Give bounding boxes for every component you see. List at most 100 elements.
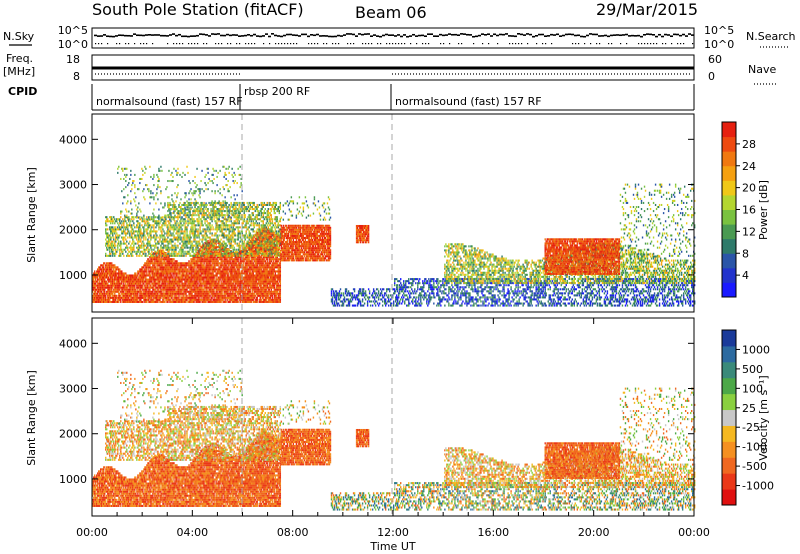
power-cell bbox=[170, 260, 172, 263]
power-cell bbox=[178, 278, 180, 281]
power-cell bbox=[215, 292, 217, 295]
power-cell bbox=[219, 288, 221, 291]
nsky-sample bbox=[682, 33, 685, 36]
power-cell bbox=[224, 292, 226, 295]
power-cell bbox=[128, 230, 130, 233]
power-cell bbox=[212, 262, 214, 265]
power-cell bbox=[154, 290, 156, 293]
power-cell bbox=[201, 250, 203, 253]
power-cell bbox=[215, 272, 217, 275]
power-cell bbox=[123, 292, 125, 295]
nsearch-sample bbox=[410, 43, 412, 45]
power-cell bbox=[209, 258, 211, 261]
power-cell bbox=[168, 242, 170, 245]
power-cell bbox=[122, 292, 124, 295]
power-cell bbox=[171, 282, 173, 285]
power-cell bbox=[198, 250, 200, 253]
power-cell bbox=[140, 296, 142, 299]
power-cell bbox=[165, 282, 167, 285]
power-cell bbox=[203, 278, 205, 281]
power-cell bbox=[166, 230, 168, 233]
power-cell bbox=[93, 298, 95, 301]
power-cell bbox=[154, 260, 156, 263]
power-cell bbox=[213, 294, 215, 297]
power-cell bbox=[217, 226, 219, 229]
power-cell bbox=[149, 218, 151, 221]
power-cell bbox=[182, 254, 184, 257]
power-cell bbox=[171, 226, 173, 229]
power-cell bbox=[139, 254, 141, 257]
power-cell bbox=[159, 300, 161, 303]
power-cell bbox=[157, 280, 159, 283]
power-cell bbox=[194, 292, 196, 295]
power-cell bbox=[177, 218, 179, 221]
power-cell bbox=[135, 242, 137, 245]
power-cell bbox=[179, 276, 181, 279]
power-cell bbox=[203, 266, 205, 269]
power-cell bbox=[153, 173, 155, 176]
power-cell bbox=[125, 216, 127, 219]
nsky-sample bbox=[637, 34, 640, 37]
power-cell bbox=[177, 228, 179, 231]
power-cell bbox=[178, 288, 180, 291]
power-cell bbox=[227, 240, 229, 243]
power-cell bbox=[178, 205, 180, 209]
power-cell bbox=[187, 234, 189, 237]
power-cell bbox=[110, 220, 112, 223]
power-cell bbox=[162, 250, 164, 253]
power-cell bbox=[138, 226, 140, 229]
power-cell bbox=[107, 278, 109, 281]
power-cell bbox=[134, 200, 136, 203]
power-cell bbox=[157, 268, 159, 271]
power-cell bbox=[202, 292, 204, 295]
power-cell bbox=[213, 208, 215, 211]
power-cell bbox=[148, 282, 150, 285]
nsky-sample bbox=[115, 35, 118, 37]
power-cell bbox=[222, 248, 224, 251]
power-cell bbox=[100, 288, 102, 291]
power-cell bbox=[191, 258, 193, 261]
power-cell bbox=[188, 250, 190, 253]
power-cell bbox=[201, 244, 203, 247]
power-cell bbox=[190, 264, 192, 267]
power-cell bbox=[100, 286, 102, 289]
power-cell bbox=[172, 260, 174, 263]
power-cell bbox=[95, 288, 97, 291]
power-cell bbox=[124, 236, 126, 239]
power-cell bbox=[213, 240, 215, 243]
power-cell bbox=[103, 266, 105, 269]
power-cell bbox=[112, 270, 114, 273]
power-cell bbox=[205, 238, 207, 241]
power-cell bbox=[202, 296, 204, 299]
power-cell bbox=[223, 282, 225, 285]
nsky-sample bbox=[574, 34, 577, 37]
nsky-sample bbox=[241, 35, 244, 37]
power-cell bbox=[195, 292, 197, 295]
power-cell bbox=[186, 230, 188, 233]
power-cell bbox=[203, 190, 205, 193]
power-cell bbox=[187, 212, 189, 215]
nsky-sample bbox=[211, 33, 214, 35]
freq-tick-top: 18 bbox=[66, 53, 80, 66]
nsky-sample bbox=[94, 34, 97, 37]
power-cell bbox=[118, 254, 120, 257]
power-cell bbox=[209, 242, 211, 245]
power-cell bbox=[178, 276, 180, 279]
power-cell bbox=[163, 300, 165, 303]
power-cell bbox=[178, 203, 180, 206]
power-cell bbox=[120, 284, 122, 287]
power-cell bbox=[158, 290, 160, 293]
power-cell bbox=[227, 250, 229, 253]
power-cell bbox=[164, 266, 166, 269]
power-cell bbox=[161, 278, 163, 281]
power-cell bbox=[181, 250, 183, 253]
power-cell bbox=[193, 284, 195, 287]
power-cell bbox=[213, 248, 215, 251]
power-cell bbox=[117, 290, 119, 293]
power-cell bbox=[195, 264, 197, 267]
power-cell bbox=[122, 278, 124, 281]
power-cell bbox=[189, 270, 191, 273]
power-cell bbox=[150, 298, 152, 301]
power-cell bbox=[179, 201, 181, 204]
power-cell bbox=[133, 180, 135, 183]
